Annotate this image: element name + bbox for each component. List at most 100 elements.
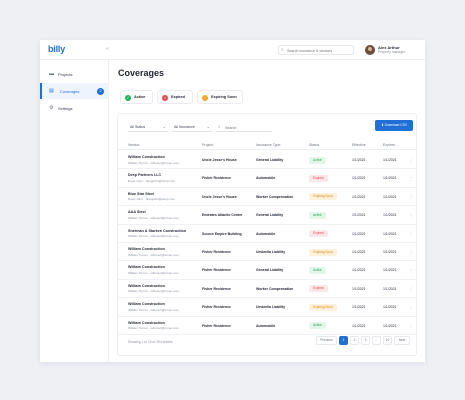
sidebar-item-coverages[interactable]: ▤ Coverages 2 [40,83,109,99]
vendor-name[interactable]: William Construction [128,265,165,270]
expires-date: 1/1/2021 [383,323,397,328]
double-chevron-left-icon[interactable]: « [106,46,109,52]
vendor-name[interactable]: Deep Partners LLC [128,173,162,178]
more-options-icon[interactable]: ⋮ [409,175,413,181]
column-header-expires[interactable]: Expires [383,143,395,147]
project-name[interactable]: Fisher Residence [202,323,231,328]
vendor-name[interactable]: Sherman & Starken Construction [128,228,186,233]
insurance-type: Worker Compensation [256,286,294,291]
column-header-project[interactable]: Project [202,143,214,147]
more-options-icon[interactable]: ⋮ [409,157,413,163]
vendor-name[interactable]: William Construction [128,302,165,307]
more-options-icon[interactable]: ⋮ [409,304,413,310]
chevron-down-icon: ⌄ [206,124,210,129]
main-content: Coverages ✓ Active × Expired ! Expiring … [109,60,425,362]
download-csv-button[interactable]: ⬇ Download CSV [375,120,413,131]
table-row[interactable]: William Construction William Turner · wil… [118,317,418,335]
vendor-name[interactable]: William Construction [128,320,165,325]
table-row[interactable]: Blue Star Steel Deep John · deepjohn@deep… [118,188,418,207]
sidebar-item-settings[interactable]: ⚙ Settings [40,100,109,116]
table-row[interactable]: William Construction William Turner · wil… [118,243,418,262]
vendor-contact: William Turner · wiltuner@turner.com [128,326,179,331]
insurance-type: General Liability [256,158,284,162]
project-name[interactable]: Fisher Residence [202,286,231,291]
page-button-10[interactable]: 10 [383,336,392,345]
insurance-type: Umbrella Liability [256,250,286,254]
more-options-icon[interactable]: ⋮ [409,267,413,273]
column-header-insurance-type[interactable]: Insurance Type [256,143,281,147]
global-search-input[interactable] [287,47,353,54]
project-name[interactable]: Uncle Jesse's House [202,158,237,162]
status-filter[interactable]: All Status ⌄ [128,123,168,132]
status-badge: Expiring Soon [309,303,337,311]
vendor-contact: William Turner · wiltuner@turner.com [128,234,179,239]
status-badge: Active [309,211,326,219]
insurance-filter-value: All Insurance [174,124,195,129]
vendor-contact: William Turner · wiltuner@turner.com [128,252,179,257]
vendor-name[interactable]: AAA Steel [128,210,146,215]
table-row[interactable]: Deep Partners LLC Deep John · deepjohn@de… [118,169,418,188]
status-badge: Active [309,322,326,330]
sidebar-item-projects[interactable]: ▬ Projects [40,66,109,82]
vendor-name[interactable]: William Construction [128,283,165,288]
page-button-2[interactable]: 2 [350,336,359,345]
column-header-effective[interactable]: Effective [352,143,366,147]
previous-page-button[interactable]: Previous [316,336,337,345]
vendor-name[interactable]: Blue Star Steel [128,191,155,196]
more-options-icon[interactable]: ⋮ [409,231,413,237]
table-row[interactable]: Sherman & Starken Construction William Tu… [118,225,418,243]
download-icon: ⬇ [380,123,385,127]
x-icon: × [162,94,168,101]
table-row[interactable]: William Construction William Turner · wil… [118,298,418,317]
sidebar: ▬ Projects ▤ Coverages 2 ⚙ Settings [40,60,109,362]
gear-icon: ⚙ [49,105,54,111]
more-options-icon[interactable]: ⋮ [409,194,413,200]
project-name[interactable]: Fisher Residence [202,268,231,273]
more-options-icon[interactable]: ⋮ [409,212,413,218]
effective-date: 1/1/2021 [352,305,366,310]
column-header-status[interactable]: Status [309,143,320,147]
vendor-contact: Deep John · deepjohn@deep.com [128,197,176,202]
expires-date: 1/1/2021 [383,213,397,218]
project-name[interactable]: Emirates Atlantic Center [202,213,243,218]
more-options-icon[interactable]: ⋮ [409,286,413,292]
insurance-type: Automobile [256,323,276,328]
more-options-icon[interactable]: ⋮ [409,249,413,255]
search-icon: ⌕ [281,47,284,53]
column-header-vendor[interactable]: Vendor [128,143,140,147]
avatar[interactable] [365,45,375,55]
status-badge: Active [309,156,326,164]
page-ellipsis: ... [372,336,381,345]
insurance-type: Umbrella Liability [256,305,286,310]
project-name[interactable]: Source Empire Building [202,231,242,236]
vendor-name[interactable]: William Construction [128,155,165,159]
legend-label: Active [134,95,146,99]
table-row[interactable]: AAA Steel William Turner · wiltuner@turne… [118,206,418,225]
project-name[interactable]: Fisher Residence [202,176,231,181]
more-options-icon[interactable]: ⋮ [409,323,413,329]
project-name[interactable]: Uncle Jesse's House [202,194,237,199]
search-icon: ⌕ [218,124,221,129]
status-badge: Active [309,266,326,274]
insurance-filter[interactable]: All Insurance ⌄ [172,123,212,132]
effective-date: 1/1/2021 [352,194,366,199]
page-button-1[interactable]: 1 [339,336,348,345]
project-name[interactable]: Fisher Residence [202,305,231,310]
legend-label: Expired [171,95,185,99]
project-name[interactable]: Fisher Residence [202,250,231,254]
expires-date: 1/1/2021 [383,250,397,254]
vendor-name[interactable]: William Construction [128,247,165,251]
app-window: billy « ⌕ Alex Arthur Property manager ▬… [40,40,425,362]
next-page-button[interactable]: Next [394,336,410,345]
sidebar-item-label: Projects [58,71,73,77]
table-row[interactable]: William Construction William Turner · wil… [118,280,418,299]
check-icon: ✓ [125,94,131,101]
table-row[interactable]: William Construction William Turner · wil… [118,261,418,280]
document-icon: ▤ [49,88,54,94]
global-search[interactable]: ⌕ [278,45,354,55]
table-search-input[interactable] [225,124,269,131]
table-row[interactable]: William Construction William Turner · wil… [118,151,418,170]
page-button-3[interactable]: 3 [361,336,370,345]
table-search[interactable]: ⌕ [216,123,272,132]
insurance-type: General Liability [256,268,284,273]
